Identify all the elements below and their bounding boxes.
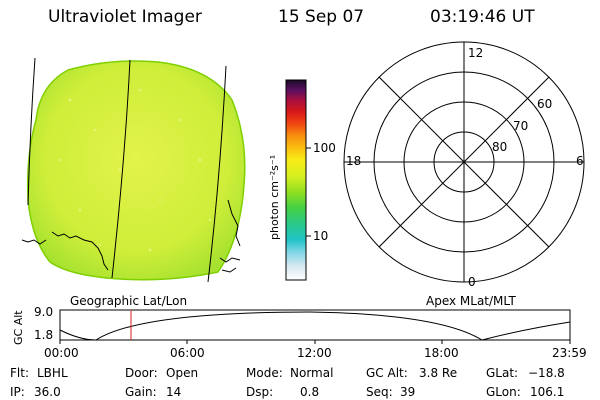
coastline: [227, 199, 241, 247]
altitude-xtick: 23:59: [552, 346, 587, 360]
colorbar-unit-label: photon cm⁻²s⁻¹: [268, 154, 281, 240]
coastline: [219, 257, 241, 263]
colorbar-tick-label: 10: [313, 229, 329, 243]
longitude-line: [27, 57, 36, 206]
ip-value: 36.0: [34, 385, 61, 399]
ip-label: IP:: [10, 385, 25, 399]
uv-disk-image: [26, 60, 246, 281]
dsp-label: Dsp:: [246, 385, 274, 399]
polar-plot: [343, 41, 585, 283]
coastline: [51, 231, 109, 271]
altitude-xtick: 00:00: [44, 346, 79, 360]
geographic-caption: Geographic Lat/Lon: [70, 294, 188, 308]
mlt-label-18: 18: [346, 154, 362, 168]
gcalt-label: GC Alt:: [366, 366, 408, 380]
mode-value: Normal: [290, 366, 334, 380]
altitude-xtick: 18:00: [424, 346, 459, 360]
altitude-xtick: 12:00: [297, 346, 332, 360]
lat-label-60: 60: [537, 97, 553, 111]
longitude-line: [207, 65, 227, 283]
seq-value: 39: [400, 385, 416, 399]
colorbar-scale: [285, 79, 307, 281]
polar-caption: Apex MLat/MLT: [426, 294, 516, 308]
polar-diagonal: [378, 76, 550, 248]
mlt-label-12: 12: [468, 46, 484, 60]
mlt-label-6: 6: [576, 154, 584, 168]
gain-label: Gain:: [125, 385, 157, 399]
dsp-value: 0.8: [300, 385, 320, 399]
colorbar: [285, 79, 311, 281]
altitude-ytick: 1.8: [34, 328, 54, 342]
glon-label: GLon:: [486, 385, 521, 399]
lat-label-70: 70: [513, 119, 529, 133]
seq-label: Seq:: [366, 385, 393, 399]
altitude-strip: [59, 309, 571, 344]
altitude-ylabel: GC Alt: [12, 310, 25, 345]
observation-date: 15 Sep 07: [278, 7, 365, 27]
coastline: [221, 267, 237, 273]
glat-value: −18.8: [528, 366, 565, 380]
mode-label: Mode:: [246, 366, 283, 380]
colorbar-tick-label: 100: [313, 141, 336, 155]
longitude-line: [111, 59, 131, 279]
gain-value: 14: [166, 385, 182, 399]
x-ticks: [59, 340, 571, 344]
gcalt-value: 3.8 Re: [419, 366, 458, 380]
glat-label: GLat:: [486, 366, 519, 380]
glon-value: 106.1: [530, 385, 565, 399]
disk-texture: [58, 88, 212, 252]
flt-label: Flt:: [10, 366, 29, 380]
lat-label-80: 80: [492, 140, 508, 154]
coastline: [21, 239, 47, 245]
flt-value: LBHL: [37, 366, 68, 380]
altitude-frame: [59, 309, 571, 341]
altitude-curve: [59, 311, 571, 341]
observation-time: 03:19:46 UT: [430, 7, 535, 27]
geographic-disk-panel: [21, 57, 246, 283]
altitude-xtick: 06:00: [170, 346, 205, 360]
door-value: Open: [166, 366, 199, 380]
altitude-ytick: 9.0: [34, 305, 54, 319]
door-label: Door:: [125, 366, 158, 380]
instrument-title: Ultraviolet Imager: [48, 7, 202, 27]
mlt-label-0: 0: [468, 275, 476, 289]
